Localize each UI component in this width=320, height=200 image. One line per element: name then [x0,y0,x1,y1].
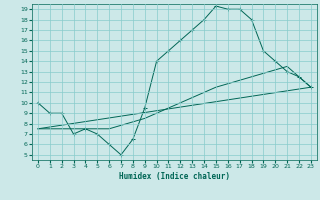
X-axis label: Humidex (Indice chaleur): Humidex (Indice chaleur) [119,172,230,181]
